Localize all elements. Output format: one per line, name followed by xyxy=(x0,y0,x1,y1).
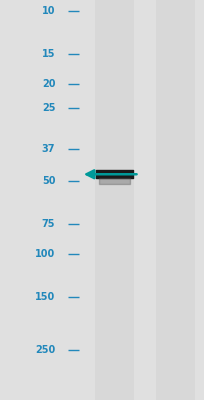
Text: 100: 100 xyxy=(35,249,55,259)
Text: 25: 25 xyxy=(42,103,55,113)
Text: 20: 20 xyxy=(42,79,55,89)
Bar xyxy=(155,0,194,400)
Text: 10: 10 xyxy=(42,6,55,16)
Text: 50: 50 xyxy=(42,176,55,186)
Bar xyxy=(95,0,134,400)
Text: 75: 75 xyxy=(42,218,55,228)
Text: 37: 37 xyxy=(42,144,55,154)
Text: 250: 250 xyxy=(35,346,55,356)
Text: 150: 150 xyxy=(35,292,55,302)
Text: 15: 15 xyxy=(42,49,55,59)
